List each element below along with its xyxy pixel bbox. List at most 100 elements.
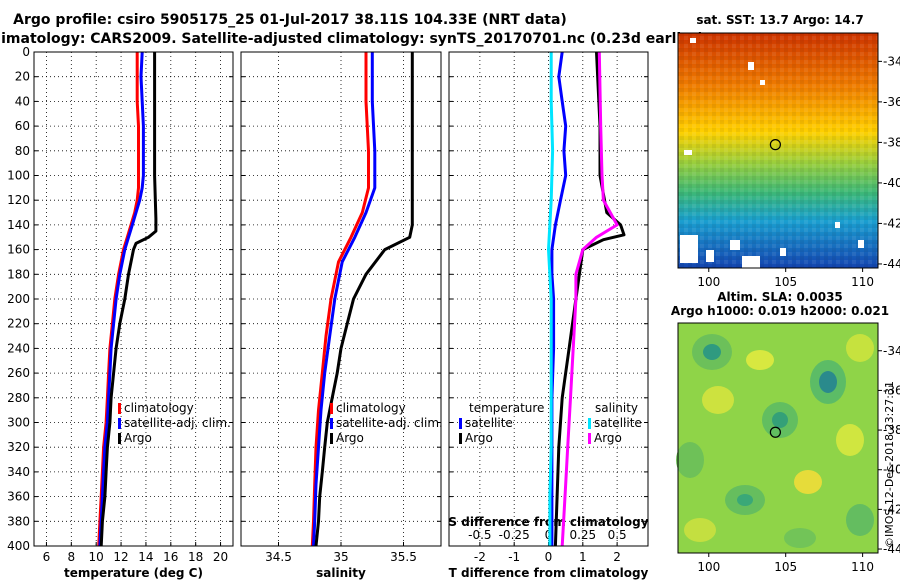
x-tick-label: 10 bbox=[89, 550, 104, 564]
depth-tick-label: 360 bbox=[7, 490, 30, 504]
x-tick-label: 16 bbox=[163, 550, 178, 564]
depth-tick-label: 60 bbox=[15, 119, 30, 133]
series-satellite-adj-clim- bbox=[98, 51, 145, 547]
panel-frame bbox=[240, 51, 442, 547]
depth-tick-label: 160 bbox=[7, 243, 30, 257]
s-diff-tick-label: -0.5 bbox=[468, 528, 491, 542]
depth-tick-label: 300 bbox=[7, 416, 30, 430]
panel-frame bbox=[448, 51, 649, 547]
depth-tick-label: 20 bbox=[15, 70, 30, 84]
sla-eddies bbox=[676, 334, 874, 548]
lat-tick-label: -42 bbox=[883, 502, 900, 516]
legend-swatch bbox=[330, 403, 333, 414]
argo-position-marker bbox=[769, 139, 781, 151]
lat-tick-label: -34 bbox=[883, 54, 900, 68]
legend-swatch bbox=[118, 403, 121, 414]
depth-tick-label: 40 bbox=[15, 94, 30, 108]
series-argo bbox=[99, 52, 158, 547]
legend-swatch bbox=[588, 418, 591, 429]
title-line2: Climatology: CARS2009. Satellite-adjuste… bbox=[0, 31, 704, 47]
panel-frame bbox=[33, 51, 234, 547]
lat-tick-label: -36 bbox=[883, 95, 900, 109]
x-tick-label: 1 bbox=[579, 550, 587, 564]
depth-tick-label: 340 bbox=[7, 465, 30, 479]
legend-item: Argo bbox=[594, 431, 622, 445]
map-frame bbox=[677, 32, 879, 269]
depth-tick-label: 100 bbox=[7, 169, 30, 183]
s-diff-tick-label: 0.5 bbox=[608, 528, 627, 542]
legend-item: satellite-adj. clim. bbox=[336, 416, 443, 430]
legend-item: Argo bbox=[465, 431, 493, 445]
legend-item: satellite-adj. clim. bbox=[124, 416, 231, 430]
depth-tick-label: 180 bbox=[7, 267, 30, 281]
depth-tick-label: 200 bbox=[7, 292, 30, 306]
lon-tick-label: 100 bbox=[697, 560, 720, 574]
lat-tick-label: -38 bbox=[883, 135, 900, 149]
legend-swatch bbox=[118, 433, 121, 444]
depth-tick-label: 220 bbox=[7, 317, 30, 331]
lat-tick-label: -34 bbox=[883, 344, 900, 358]
panel-salinity: 34.5 35 35.5 salinity climatologysatellite-a… bbox=[240, 51, 443, 580]
sst-missing-data bbox=[680, 38, 864, 268]
x-tick-label: 35 bbox=[333, 550, 348, 564]
s-diff-tick-label: -0.25 bbox=[499, 528, 530, 542]
sla-map-title2: Argo h1000: 0.019 h2000: 0.021 bbox=[671, 304, 889, 318]
depth-tick-label: 280 bbox=[7, 391, 30, 405]
lat-tick-label: -38 bbox=[883, 423, 900, 437]
legend-swatch bbox=[330, 433, 333, 444]
x-tick-label: 6 bbox=[43, 550, 51, 564]
x-tick-label: 2 bbox=[613, 550, 621, 564]
lat-tick-label: -44 bbox=[883, 257, 900, 271]
x-tick-label: 20 bbox=[213, 550, 228, 564]
lat-tick-label: -36 bbox=[883, 383, 900, 397]
depth-tick-label: 0 bbox=[22, 45, 30, 59]
lon-tick-label: 110 bbox=[851, 275, 874, 289]
depth-tick-label: 240 bbox=[7, 341, 30, 355]
legend-item: climatology bbox=[124, 401, 194, 415]
depth-tick-label: 320 bbox=[7, 440, 30, 454]
x-tick-label: -2 bbox=[474, 550, 486, 564]
x-axis-label: salinity bbox=[316, 566, 366, 580]
legend-swatch bbox=[459, 418, 462, 429]
s-diff-tick-label: 0.25 bbox=[569, 528, 596, 542]
lat-tick-label: -40 bbox=[883, 463, 900, 477]
title-line1: Argo profile: csiro 5905175_25 01-Jul-20… bbox=[13, 12, 567, 28]
x-tick-label: 14 bbox=[138, 550, 153, 564]
x-axis-label: T difference from climatology bbox=[449, 566, 649, 580]
depth-tick-label: 260 bbox=[7, 366, 30, 380]
lon-tick-label: 110 bbox=[851, 560, 874, 574]
lon-tick-label: 100 bbox=[697, 275, 720, 289]
lon-tick-label: 105 bbox=[774, 560, 797, 574]
map-frame bbox=[677, 322, 879, 554]
imos-watermark: ©IMOS 12-Dec-2018 23:27:31 bbox=[883, 381, 896, 548]
series-climatology bbox=[310, 52, 370, 547]
legend-item: Argo bbox=[336, 431, 364, 445]
sst-texture bbox=[678, 33, 878, 268]
legend-salinity-title: salinity bbox=[595, 401, 638, 415]
legend-temperature-title: temperature bbox=[469, 401, 544, 415]
legend-item: Argo bbox=[124, 431, 152, 445]
lat-tick-label: -42 bbox=[883, 216, 900, 230]
depth-tick-label: 140 bbox=[7, 218, 30, 232]
x-axis-label: temperature (deg C) bbox=[64, 566, 203, 580]
depth-tick-label: 380 bbox=[7, 514, 30, 528]
lat-tick-label: -44 bbox=[883, 542, 900, 556]
sst-map: sat. SST: 13.7 Argo: 14.7 -34 -36 -38 -40 -4… bbox=[677, 13, 900, 289]
sla-map: Altim. SLA: 0.0035 Argo h1000: 0.019 h20… bbox=[671, 290, 900, 574]
lat-tick-label: -40 bbox=[883, 176, 900, 190]
series-argo bbox=[314, 52, 414, 547]
x-tick-label: -1 bbox=[508, 550, 520, 564]
legend-swatch bbox=[588, 433, 591, 444]
x-tick-label: 12 bbox=[113, 550, 128, 564]
legend-swatch bbox=[459, 433, 462, 444]
x-tick-label: 8 bbox=[67, 550, 75, 564]
x-tick-label: 35.5 bbox=[390, 550, 417, 564]
legend-item: satellite bbox=[465, 416, 513, 430]
legend-swatch bbox=[118, 418, 121, 429]
series-salinity-argo bbox=[560, 51, 619, 547]
x-tick-label: 0 bbox=[545, 550, 553, 564]
panel-difference: -2 -1 0 1 2-0.5 -0.25 0 0.25 0.5S difference fro… bbox=[448, 51, 649, 580]
lon-tick-label: 105 bbox=[774, 275, 797, 289]
sla-map-title1: Altim. SLA: 0.0035 bbox=[717, 290, 843, 304]
